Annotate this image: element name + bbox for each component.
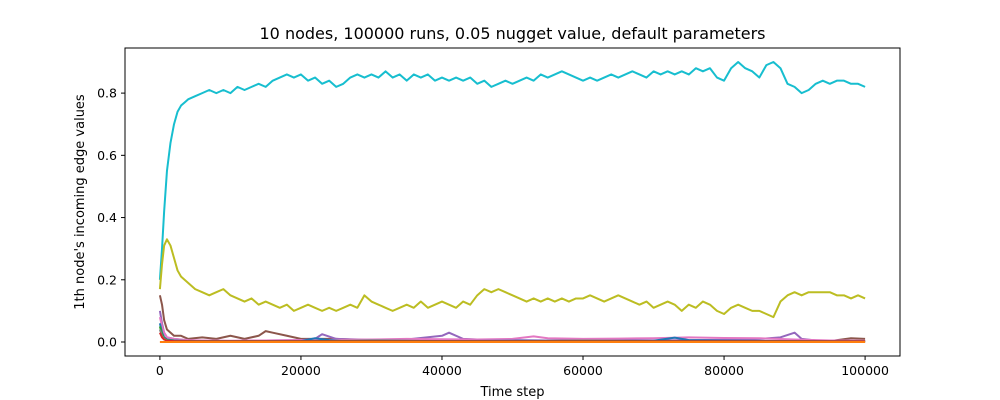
- x-tick-label: 20000: [281, 363, 321, 378]
- x-tick-label: 60000: [563, 363, 603, 378]
- y-tick-label: 0.6: [97, 148, 117, 163]
- y-tick-label: 0.4: [97, 210, 117, 225]
- plot-frame: [124, 47, 901, 357]
- series-line: [158, 238, 866, 319]
- x-axis-label: Time step: [479, 385, 544, 400]
- series-layer: [158, 61, 866, 343]
- x-tick-label: 80000: [704, 363, 744, 378]
- y-tick-label: 0.0: [97, 335, 117, 350]
- x-tick-label: 40000: [422, 363, 462, 378]
- series-line: [158, 316, 866, 342]
- ticks-layer: 0 20000 40000 60000 80000 100000 0.0 0.2 0.4 0.6 0…: [97, 86, 889, 378]
- x-tick-label: 0: [156, 363, 164, 378]
- y-tick-label: 0.8: [97, 86, 117, 101]
- x-tick-label: 100000: [841, 363, 889, 378]
- series-line: [158, 61, 866, 280]
- chart-title: 10 nodes, 100000 runs, 0.05 nugget value…: [260, 24, 766, 43]
- y-axis-label: 1th node's incoming edge values: [73, 94, 88, 310]
- y-tick-label: 0.2: [97, 272, 117, 287]
